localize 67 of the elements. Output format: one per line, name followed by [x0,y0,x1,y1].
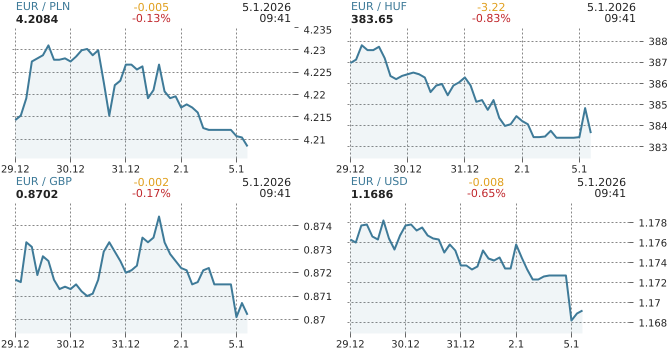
x-tick-label: 29.12 [336,340,365,350]
x-tick-label: 31.12 [112,340,140,350]
text: 09:41 [259,187,292,200]
x-tick-label: 2.1 [173,164,190,176]
text: -0.83% [472,12,511,25]
x-tick-label: 30.12 [56,340,85,350]
y-tick-label: 0.87 [304,315,326,326]
y-tick-label: 4.21 [304,135,326,146]
chart-title: EUR / GBP [16,175,72,188]
y-tick-label: 4.225 [304,68,332,80]
x-tick-label: 5.1 [228,340,244,350]
chart-title: EUR / USD [350,175,408,188]
x-tick-label: 30.12 [56,164,85,176]
x-tick-label: 2.1 [508,340,524,350]
x-tick-label: 29.12 [0,340,30,350]
y-tick-label: 1.174 [638,258,668,270]
x-tick-label: 5.1 [228,164,244,176]
text: -0.13% [132,12,171,25]
chart-title: EUR / PLN [16,0,70,13]
y-tick-label: 0.871 [304,292,332,304]
y-tick-label: 1.178 [638,218,668,230]
y-tick-label: 1.17 [638,298,661,310]
y-tick-label: 1.168 [638,318,668,330]
text: 09:41 [594,187,626,200]
x-tick-label: 2.1 [173,340,190,350]
chart-subtitle: 1.1686 [350,188,394,201]
x-tick-label: 31.12 [446,340,476,350]
x-tick-label: 31.12 [450,164,480,176]
y-tick-label: 0.872 [304,268,332,280]
x-tick-label: 29.12 [336,164,365,176]
x-tick-label: 2.1 [514,164,530,176]
y-tick-label: 386 [648,79,668,90]
x-tick-label: 30.12 [391,340,420,350]
y-tick-label: 384 [648,122,668,133]
y-tick-label: 388 [648,37,668,48]
y-tick-label: 4.22 [304,90,326,102]
y-tick-label: 4.23 [304,46,326,57]
text: 5.1.2026 [577,176,626,189]
text: -0.002 [134,176,170,189]
y-tick-label: 385 [648,100,668,112]
y-tick-label: 1.172 [638,278,668,290]
text: 09:41 [604,12,636,25]
x-tick-label: 31.12 [112,164,140,176]
text: -0.65% [466,187,506,200]
chart-subtitle: 383.65 [350,13,394,26]
chart-title: EUR / HUF [350,0,407,13]
text: -0.005 [134,1,170,14]
y-tick-label: 0.874 [304,222,332,233]
y-tick-label: 387 [648,58,668,70]
text: -3.22 [477,1,506,14]
text: -0.008 [468,176,504,189]
text: -0.17% [132,187,171,200]
y-tick-label: 4.215 [304,112,332,124]
y-tick-label: 383 [648,142,668,154]
text: 5.1.2026 [242,1,292,14]
text: 5.1.2026 [587,1,636,14]
text: 09:41 [259,12,292,25]
x-tick-label: 29.12 [0,164,30,176]
x-tick-label: 30.12 [393,164,422,176]
y-tick-label: 1.176 [638,238,668,250]
chart-subtitle: 4.2084 [16,13,59,26]
chart-subtitle: 0.8702 [16,188,58,201]
x-tick-label: 5.1 [563,340,580,350]
y-tick-label: 0.873 [304,245,332,256]
text: 5.1.2026 [242,176,292,189]
y-tick-label: 4.235 [304,26,332,36]
x-tick-label: 5.1 [571,164,588,176]
